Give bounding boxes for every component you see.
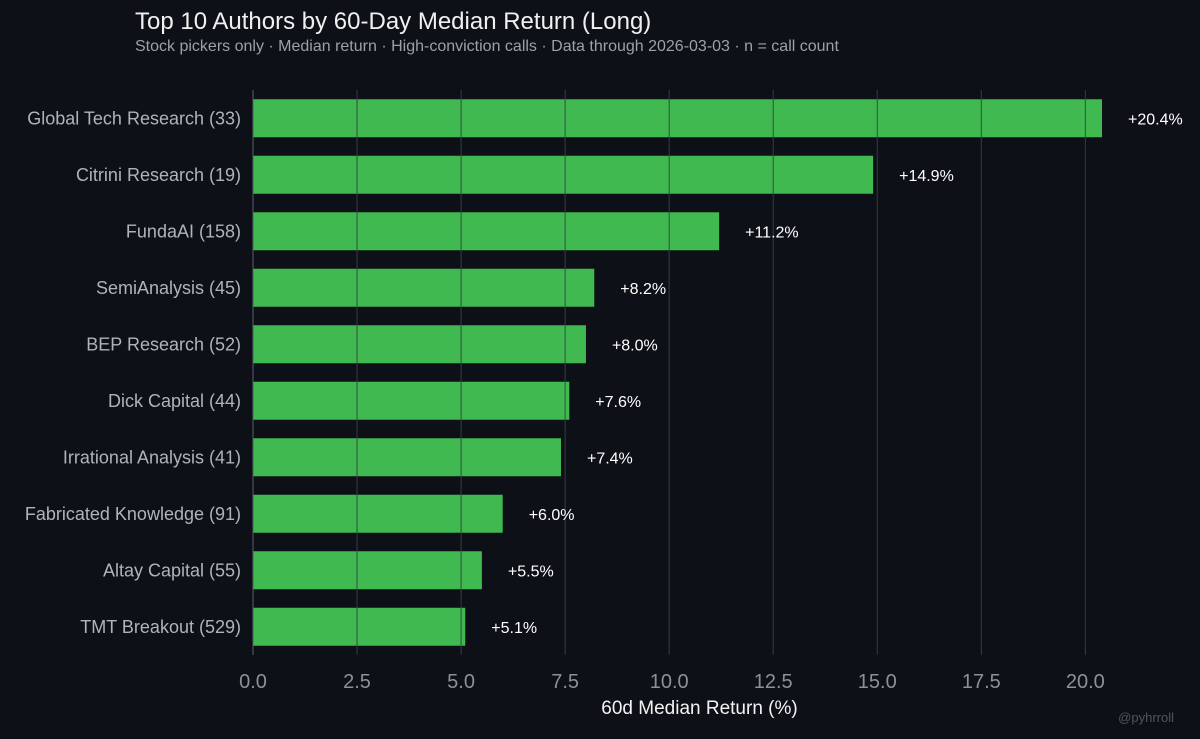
- x-tick-label: 20.0: [1066, 671, 1105, 693]
- bar: [253, 155, 874, 194]
- category-label: Dick Capital (44): [108, 391, 241, 411]
- value-label: +14.9%: [899, 168, 954, 185]
- bar: [253, 99, 1102, 138]
- category-label: BEP Research (52): [86, 334, 241, 354]
- value-label: +7.6%: [595, 394, 641, 411]
- bar: [253, 325, 586, 364]
- value-label: +5.1%: [491, 620, 537, 637]
- value-label: +7.4%: [587, 450, 633, 467]
- x-tick-label: 15.0: [858, 671, 897, 693]
- x-tick-label: 10.0: [650, 671, 689, 693]
- value-label: +8.2%: [620, 281, 666, 298]
- category-label: FundaAI (158): [126, 221, 241, 241]
- value-label: +5.5%: [508, 563, 554, 580]
- bar: [253, 551, 482, 590]
- watermark: @pyhrroll: [1118, 710, 1174, 725]
- x-tick-label: 5.0: [447, 671, 475, 693]
- value-label: +6.0%: [529, 507, 575, 524]
- bar: [253, 494, 503, 533]
- chart-subtitle: Stock pickers only · Median return · Hig…: [135, 38, 839, 55]
- value-label: +8.0%: [612, 337, 658, 354]
- category-label: Altay Capital (55): [103, 560, 241, 580]
- value-label: +20.4%: [1128, 111, 1183, 128]
- bar: [253, 381, 570, 420]
- category-label: SemiAnalysis (45): [96, 278, 241, 298]
- category-label: TMT Breakout (529): [80, 617, 241, 637]
- category-label: Fabricated Knowledge (91): [25, 504, 241, 524]
- category-label: Global Tech Research (33): [27, 108, 241, 128]
- x-tick-label: 2.5: [343, 671, 371, 693]
- bar: [253, 268, 595, 307]
- value-label: +11.2%: [745, 224, 799, 241]
- x-tick-label: 12.5: [754, 671, 793, 693]
- bar: [253, 438, 561, 477]
- x-tick-label: 17.5: [962, 671, 1001, 693]
- category-label: Citrini Research (19): [76, 165, 241, 185]
- bar: [253, 607, 466, 646]
- bar: [253, 212, 720, 251]
- x-axis-title: 60d Median Return (%): [601, 698, 797, 719]
- category-label: Irrational Analysis (41): [63, 447, 241, 467]
- x-tick-label: 7.5: [551, 671, 579, 693]
- chart-title: Top 10 Authors by 60-Day Median Return (…: [135, 8, 652, 35]
- x-tick-label: 0.0: [239, 671, 267, 693]
